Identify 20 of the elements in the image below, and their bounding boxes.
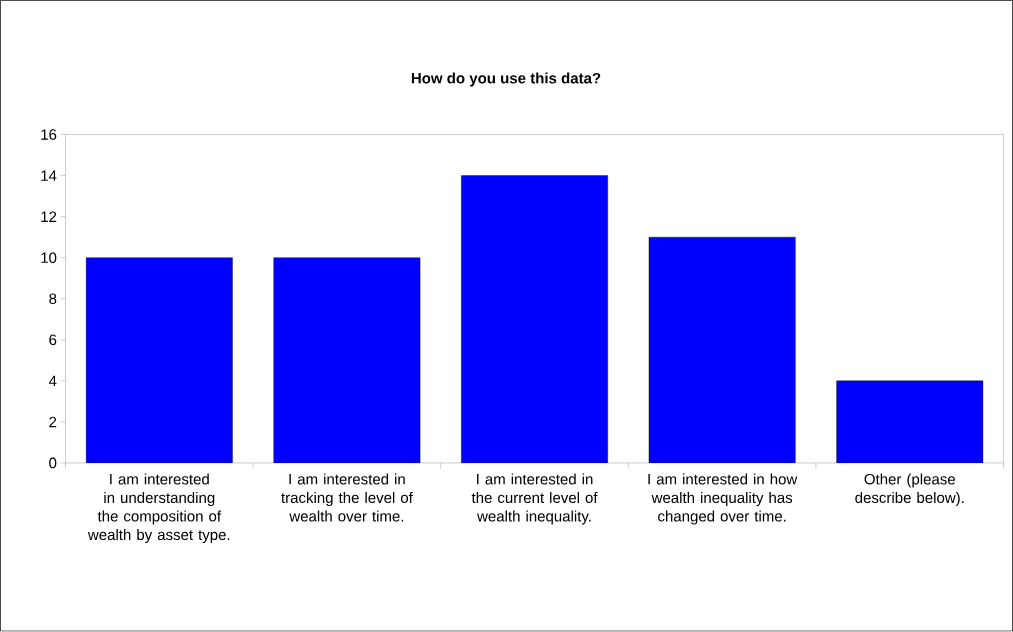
x-tick-label: I am interested in understanding the composition of wealth by asset type. xyxy=(87,473,230,544)
bar xyxy=(836,380,984,464)
x-tick-label: I am interested in how wealth inequality has changed over time. xyxy=(648,473,798,525)
x-tick-label: I am interested in tracking the level of wealth over time. xyxy=(281,473,413,522)
y-tick-label: 2 xyxy=(49,416,57,428)
y-tick-label: 6 xyxy=(49,334,57,346)
x-tick-label: Other (please describe below). xyxy=(855,473,964,507)
y-tick-label: 0 xyxy=(49,457,57,469)
y-tick-label: 4 xyxy=(48,375,57,387)
y-tick-label: 12 xyxy=(41,211,57,223)
chart-title: How do you use this data? xyxy=(411,72,601,87)
y-tick-label: 16 xyxy=(41,129,57,141)
y-tick-label: 14 xyxy=(41,170,57,181)
bar xyxy=(648,237,796,464)
x-tick-label: I am interested in the current level of wealth inequality. xyxy=(471,473,598,525)
y-tick-label: 8 xyxy=(49,293,57,305)
y-tick-label: 10 xyxy=(41,252,57,264)
bar xyxy=(85,257,233,464)
bar xyxy=(461,175,608,464)
bar xyxy=(273,257,421,464)
